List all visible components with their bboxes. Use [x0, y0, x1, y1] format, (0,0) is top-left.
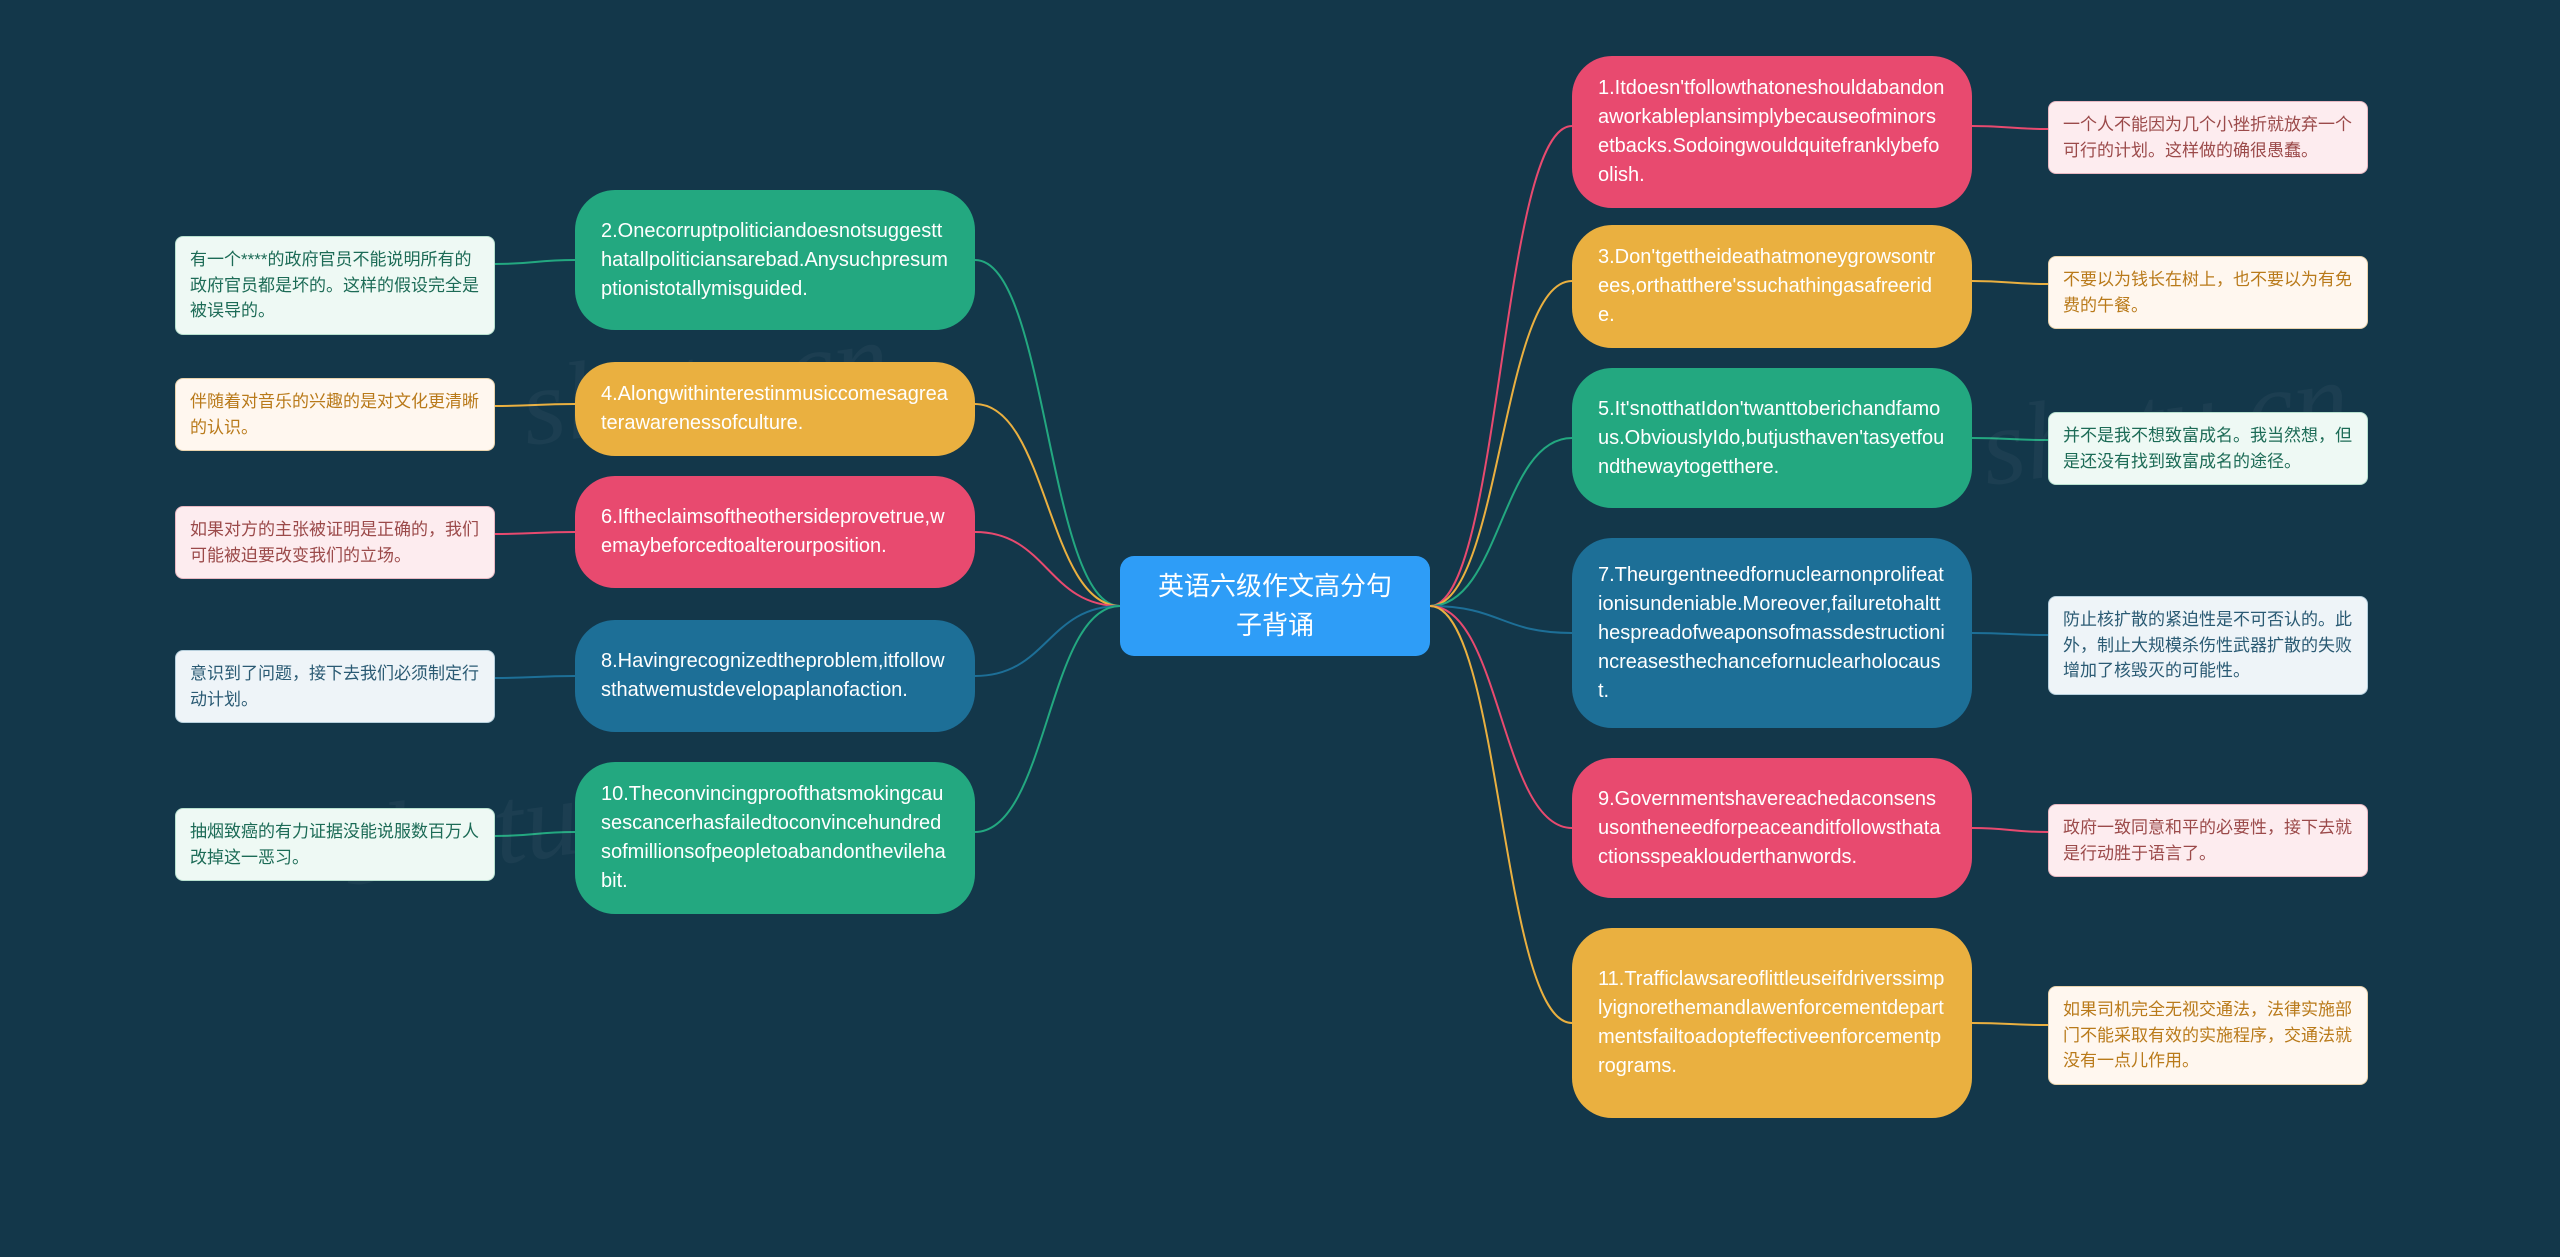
leaf-note-n11: 如果司机完全无视交通法，法律实施部门不能采取有效的实施程序，交通法就没有一点儿作… — [2048, 986, 2368, 1085]
branch-node-n2[interactable]: 2.Onecorruptpoliticiandoesnotsuggestthat… — [575, 190, 975, 330]
leaf-note-n10: 抽烟致癌的有力证据没能说服数百万人改掉这一恶习。 — [175, 808, 495, 881]
branch-node-n11[interactable]: 11.Trafficlawsareoflittleuseifdriverssim… — [1572, 928, 1972, 1118]
branch-node-n3[interactable]: 3.Don'tgettheideathatmoneygrowsontrees,o… — [1572, 225, 1972, 348]
leaf-note-n5: 并不是我不想致富成名。我当然想，但是还没有找到致富成名的途径。 — [2048, 412, 2368, 485]
leaf-note-n3: 不要以为钱长在树上，也不要以为有免费的午餐。 — [2048, 256, 2368, 329]
leaf-note-n1: 一个人不能因为几个小挫折就放弃一个可行的计划。这样做的确很愚蠢。 — [2048, 101, 2368, 174]
branch-node-n1[interactable]: 1.Itdoesn'tfollowthatoneshouldabandonawo… — [1572, 56, 1972, 208]
branch-node-n8[interactable]: 8.Havingrecognizedtheproblem,itfollowsth… — [575, 620, 975, 732]
center-topic[interactable]: 英语六级作文高分句子背诵 — [1120, 556, 1430, 656]
leaf-note-n2: 有一个****的政府官员不能说明所有的政府官员都是坏的。这样的假设完全是被误导的… — [175, 236, 495, 335]
branch-node-n6[interactable]: 6.Iftheclaimsoftheothersideprovetrue,wem… — [575, 476, 975, 588]
branch-node-n5[interactable]: 5.It'snotthatIdon'twanttoberichandfamous… — [1572, 368, 1972, 508]
branch-node-n10[interactable]: 10.Theconvincingproofthatsmokingcausesca… — [575, 762, 975, 914]
leaf-note-n7: 防止核扩散的紧迫性是不可否认的。此外，制止大规模杀伤性武器扩散的失败增加了核毁灭… — [2048, 596, 2368, 695]
branch-node-n9[interactable]: 9.Governmentshavereachedaconsensusonthen… — [1572, 758, 1972, 898]
leaf-note-n4: 伴随着对音乐的兴趣的是对文化更清晰的认识。 — [175, 378, 495, 451]
branch-node-n7[interactable]: 7.Theurgentneedfornuclearnonprolifeation… — [1572, 538, 1972, 728]
leaf-note-n6: 如果对方的主张被证明是正确的，我们可能被迫要改变我们的立场。 — [175, 506, 495, 579]
branch-node-n4[interactable]: 4.Alongwithinterestinmusiccomesagreatera… — [575, 362, 975, 456]
leaf-note-n8: 意识到了问题，接下去我们必须制定行动计划。 — [175, 650, 495, 723]
leaf-note-n9: 政府一致同意和平的必要性，接下去就是行动胜于语言了。 — [2048, 804, 2368, 877]
